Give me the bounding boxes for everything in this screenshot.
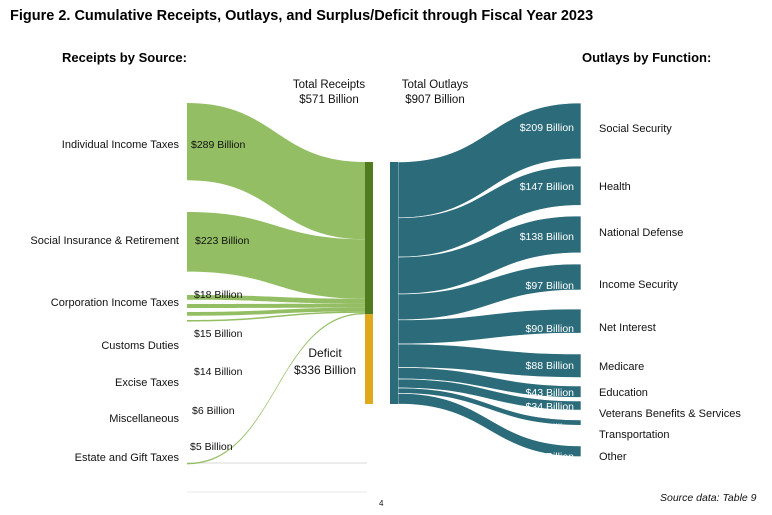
outlay-flow-health xyxy=(397,165,582,258)
outlay-flow-medicare xyxy=(397,343,582,378)
outlay-label-medicare: Medicare xyxy=(599,361,645,373)
outlay-label-health: Health xyxy=(599,181,631,193)
figure-title: Figure 2. Cumulative Receipts, Outlays, … xyxy=(10,8,594,24)
source-note: Source data: Table 9 xyxy=(660,492,757,504)
receipt-label-estate-and-gift-taxes: Estate and Gift Taxes xyxy=(74,452,179,464)
receipt-flow-estate-and-gift-taxes xyxy=(187,312,365,465)
page-number: 4 xyxy=(379,499,384,508)
receipt-flow-social-insurance-and-retirement xyxy=(187,212,365,299)
receipt-flow-excise-taxes xyxy=(187,307,365,316)
outlay-flow-income-security xyxy=(397,263,582,321)
outlay-flow-education xyxy=(397,367,582,398)
deficit-label: Deficit xyxy=(308,346,342,360)
outlay-label-net-interest: Net Interest xyxy=(599,322,656,334)
outlays-header: Outlays by Function: xyxy=(582,50,712,65)
outlay-value-education: $43 Billion xyxy=(525,387,574,399)
outlay-label-education: Education xyxy=(599,387,648,399)
receipt-flow-corporation-income-taxes xyxy=(187,295,365,304)
outlay-flow-veterans-benefits-and-services xyxy=(397,378,582,411)
total-outlays-bar xyxy=(390,162,398,404)
receipt-label-social-insurance-and-retirement: Social Insurance & Retirement xyxy=(30,235,179,247)
receipt-label-corporation-income-taxes: Corporation Income Taxes xyxy=(50,297,179,309)
outlay-value-health: $147 Billion xyxy=(519,181,574,193)
receipt-value-estate-and-gift-taxes: $5 Billion xyxy=(190,441,233,453)
receipt-flow-customs-duties xyxy=(187,303,365,309)
receipt-value-individual-income-taxes: $289 Billion xyxy=(191,139,246,151)
outlay-label-social-security: Social Security xyxy=(599,123,672,135)
outlay-flow-other xyxy=(397,393,582,457)
outlay-value-other: $40 Billion xyxy=(525,451,574,463)
outlay-label-national-defense: National Defense xyxy=(599,227,684,239)
receipt-value-social-insurance-and-retirement: $223 Billion xyxy=(195,235,250,247)
receipt-label-miscellaneous: Miscellaneous xyxy=(109,413,179,425)
receipt-value-miscellaneous: $6 Billion xyxy=(192,405,235,417)
outlay-value-veterans-benefits-and-services: $34 Billion xyxy=(525,401,574,413)
total-outlays-label: Total Outlays xyxy=(401,79,469,91)
outlay-value-medicare: $88 Billion xyxy=(525,360,574,372)
outlay-value-net-interest: $90 Billion xyxy=(525,323,574,335)
receipt-value-customs-duties: $15 Billion xyxy=(194,328,243,340)
deficit-bar xyxy=(365,314,373,404)
outlay-value-national-defense: $138 Billion xyxy=(519,231,574,243)
total-outlays-value: $907 Billion xyxy=(405,94,465,106)
outlay-flow-transportation xyxy=(397,387,582,426)
total-receipts-label: Total Receipts xyxy=(292,79,366,91)
outlay-value-transportation: $20 Billion xyxy=(525,422,574,434)
total-outlays: Total Outlays $907 Billion xyxy=(384,78,486,108)
deficit-callout: Deficit $336 Billion xyxy=(283,345,367,379)
receipt-label-customs-duties: Customs Duties xyxy=(101,340,179,352)
total-receipts-value: $571 Billion xyxy=(299,94,359,106)
receipts-header: Receipts by Source: xyxy=(62,50,187,65)
receipt-label-individual-income-taxes: Individual Income Taxes xyxy=(61,139,179,151)
total-receipts: Total Receipts $571 Billion xyxy=(278,78,380,108)
outlay-flow-social-security xyxy=(397,102,582,219)
outlay-value-income-security: $97 Billion xyxy=(525,280,574,292)
receipt-value-corporation-income-taxes: $18 Billion xyxy=(194,289,243,301)
outlay-label-transportation: Transportation xyxy=(599,429,670,441)
receipt-flow-miscellaneous xyxy=(187,311,365,322)
outlay-label-veterans-benefits-and-services: Veterans Benefits & Services xyxy=(599,408,741,420)
outlay-label-income-security: Income Security xyxy=(599,279,678,291)
receipt-label-excise-taxes: Excise Taxes xyxy=(115,377,179,389)
outlay-label-other: Other xyxy=(599,451,627,463)
outlay-flow-national-defense xyxy=(397,215,582,295)
deficit-value: $336 Billion xyxy=(293,363,357,377)
outlay-value-social-security: $209 Billion xyxy=(519,122,574,134)
total-receipts-bar xyxy=(365,162,373,315)
receipt-flow-individual-income-taxes xyxy=(187,103,365,240)
outlay-flow-net-interest xyxy=(397,308,582,345)
receipt-value-excise-taxes: $14 Billion xyxy=(194,366,243,378)
